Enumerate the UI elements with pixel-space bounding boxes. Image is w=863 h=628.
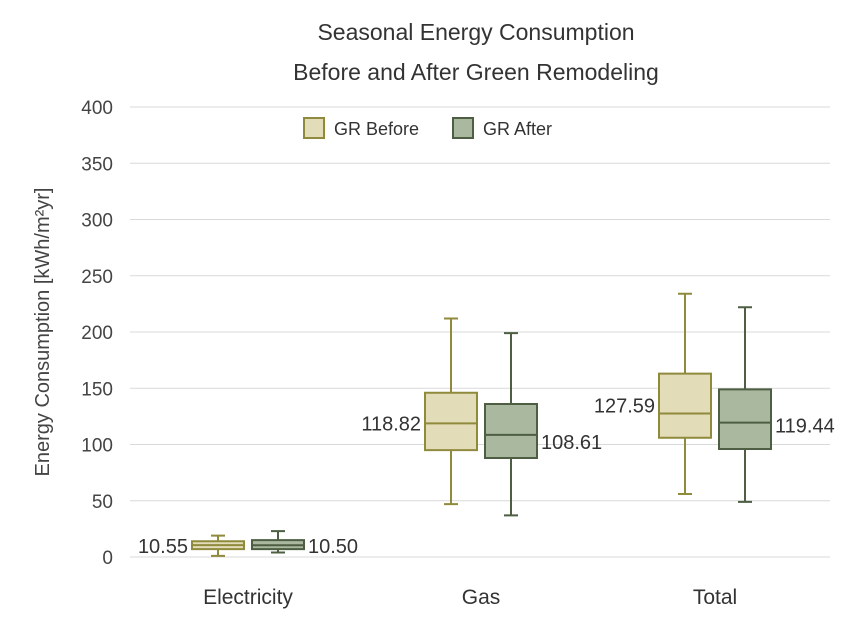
box-gr-after-gas xyxy=(484,332,538,517)
x-category-label: Gas xyxy=(462,586,501,609)
iqr-box xyxy=(424,391,478,452)
legend-label: GR After xyxy=(483,119,552,139)
y-axis-tick-labels: 0 50 100 150 200 250 300 350 400 xyxy=(81,98,113,569)
y-axis-label: Energy Consumption [kWh/m²yr] xyxy=(32,188,54,477)
box-gr-before-electricity xyxy=(191,534,245,557)
legend: GR Before GR After xyxy=(303,117,552,139)
box-gr-before-total xyxy=(658,292,712,495)
box-gr-after-total xyxy=(718,306,772,503)
iqr-box xyxy=(718,388,772,450)
chart-title-line-2: Before and After Green Remodeling xyxy=(293,59,659,85)
legend-label: GR Before xyxy=(334,119,419,139)
box-gr-after-electricity xyxy=(251,530,305,554)
legend-swatch xyxy=(452,117,474,139)
y-tick-label: 100 xyxy=(81,436,113,457)
legend-item: GR Before xyxy=(303,117,419,139)
y-tick-label: 250 xyxy=(81,267,113,288)
y-tick-label: 0 xyxy=(102,548,113,569)
chart-title-line-1: Seasonal Energy Consumption xyxy=(317,19,634,45)
y-tick-label: 350 xyxy=(81,154,113,175)
y-tick-label: 150 xyxy=(81,379,113,400)
median-labels: 10.55 118.82 127.59 10.50 108.61 119.44 xyxy=(138,395,835,558)
iqr-box xyxy=(658,372,712,439)
iqr-box xyxy=(484,403,538,459)
gridlines xyxy=(130,106,830,558)
boxes-layer xyxy=(191,292,772,557)
category-labels: Electricity Gas Total xyxy=(203,586,737,609)
median-value-label: 10.50 xyxy=(308,536,358,558)
legend-item: GR After xyxy=(452,117,552,139)
y-tick-label: 200 xyxy=(81,323,113,344)
x-category-label: Electricity xyxy=(203,586,293,609)
median-value-label: 10.55 xyxy=(138,536,188,558)
box-gr-before-gas xyxy=(424,317,478,506)
y-tick-label: 400 xyxy=(81,98,113,119)
median-value-label: 119.44 xyxy=(775,416,835,438)
median-value-label: 127.59 xyxy=(594,395,655,417)
x-category-label: Total xyxy=(693,586,737,609)
y-tick-label: 50 xyxy=(92,492,113,513)
y-tick-label: 300 xyxy=(81,211,113,232)
median-value-label: 108.61 xyxy=(541,432,602,454)
legend-swatch xyxy=(303,117,325,139)
median-value-label: 118.82 xyxy=(361,413,421,435)
